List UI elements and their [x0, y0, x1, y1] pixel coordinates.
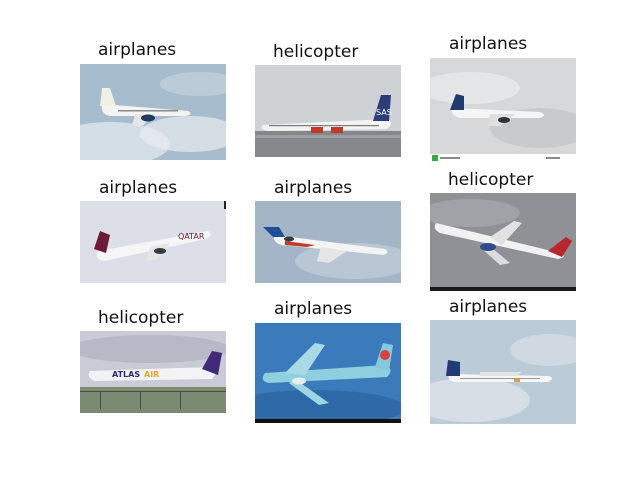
- image-label: airplanes: [449, 34, 528, 54]
- image-label: airplanes: [274, 299, 353, 319]
- svg-text:AIR: AIR: [144, 370, 159, 379]
- image-label: helicopter: [273, 42, 359, 62]
- airplane-photo: SAS: [255, 65, 401, 157]
- airplane-photo: [255, 201, 401, 283]
- svg-text:SAS: SAS: [376, 108, 392, 117]
- svg-text:ATLAS: ATLAS: [112, 370, 140, 379]
- airplane-photo: [80, 64, 226, 160]
- image-label: helicopter: [448, 170, 534, 190]
- airplane-photo: [430, 58, 576, 164]
- svg-text:QATAR: QATAR: [178, 232, 205, 241]
- image-label: airplanes: [274, 178, 353, 198]
- airplane-photo: QATAR: [80, 201, 226, 283]
- image-label: airplanes: [98, 40, 177, 60]
- airplane-photo: [430, 193, 576, 291]
- airplane-photo: [430, 320, 576, 424]
- airplane-photo: [255, 323, 401, 423]
- image-label: airplanes: [449, 297, 528, 317]
- airplane-photo: ATLAS AIR: [80, 331, 226, 413]
- image-label: helicopter: [98, 308, 184, 328]
- image-label: airplanes: [99, 178, 178, 198]
